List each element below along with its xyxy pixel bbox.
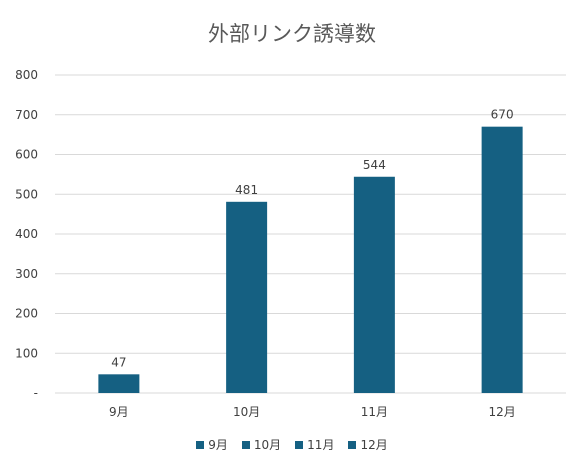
y-tick-label: 500: [15, 187, 38, 201]
legend-label: 11月: [307, 438, 335, 452]
y-tick-label: 700: [15, 108, 38, 122]
x-tick-label: 10月: [233, 405, 260, 419]
legend-item: 12月: [348, 436, 388, 453]
legend-item: 9月: [196, 436, 228, 453]
y-tick-label-zero: -: [34, 386, 38, 400]
bar: [98, 374, 140, 393]
y-tick-label: 800: [15, 68, 38, 82]
chart-title: 外部リンク誘導数: [208, 22, 376, 46]
legend-swatch: [196, 440, 205, 449]
legend-label: 9月: [208, 438, 228, 452]
chart-legend: 9月 10月 11月 12月: [0, 436, 584, 453]
legend-swatch: [348, 440, 357, 449]
legend-swatch: [241, 440, 250, 449]
bar: [226, 201, 268, 393]
y-tick-label: 100: [15, 346, 38, 360]
bar: [481, 126, 523, 394]
bar: [353, 176, 395, 393]
legend-swatch: [295, 440, 304, 449]
y-tick-label: 300: [15, 267, 38, 281]
data-label: 670: [491, 108, 514, 122]
y-tick-label: 200: [15, 307, 38, 321]
legend-item: 10月: [241, 436, 282, 453]
data-label: 47: [111, 355, 126, 369]
x-tick-label: 12月: [488, 405, 515, 419]
x-tick-label: 9月: [109, 405, 129, 419]
y-tick-label: 400: [15, 227, 38, 241]
legend-label: 12月: [360, 438, 388, 452]
data-label: 544: [363, 158, 386, 172]
y-tick-label: 600: [15, 148, 38, 162]
legend-item: 11月: [295, 436, 334, 453]
data-label: 481: [235, 183, 258, 197]
legend-label: 10月: [253, 438, 282, 452]
x-tick-label: 11月: [361, 405, 388, 419]
